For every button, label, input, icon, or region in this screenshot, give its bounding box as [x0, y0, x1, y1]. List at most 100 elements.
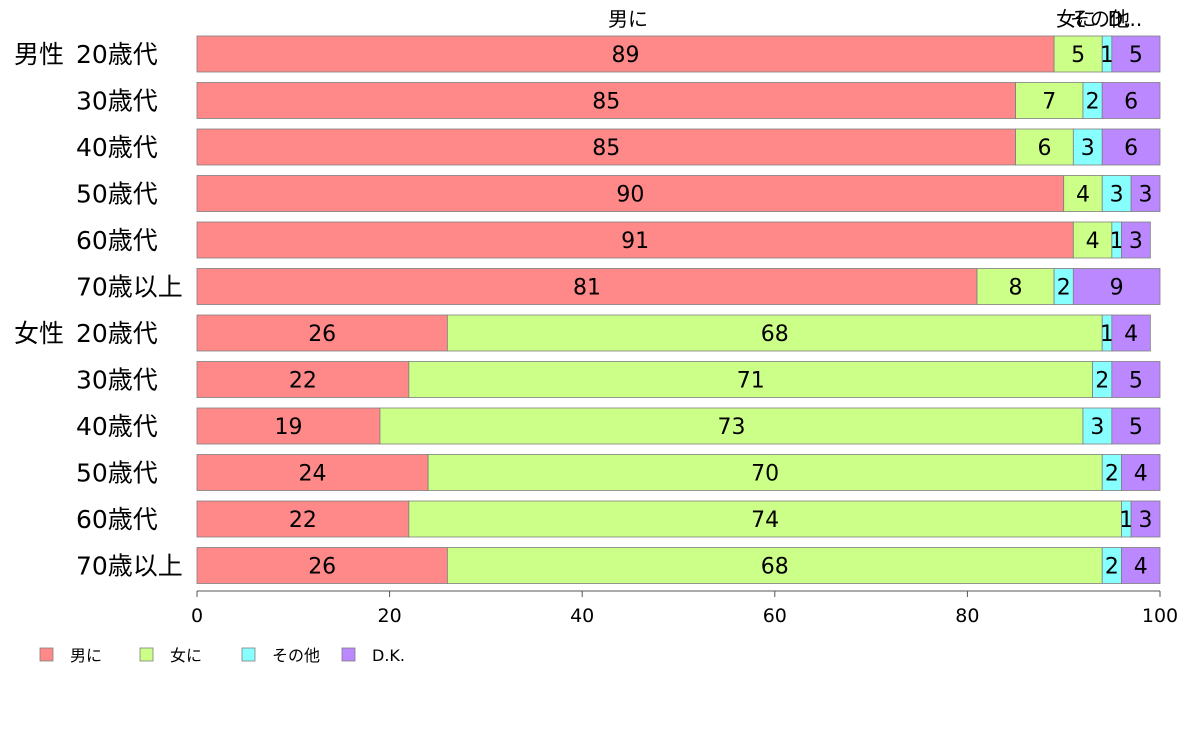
data-label: 1	[1110, 229, 1124, 254]
bar-segment	[1101, 128, 1161, 166]
data-label: 2	[1105, 555, 1119, 580]
data-label: 6	[1124, 90, 1138, 115]
bar-segment	[1111, 35, 1161, 73]
data-label: 1	[1100, 322, 1114, 347]
data-label: 24	[299, 462, 327, 487]
legend-label: その他	[272, 646, 320, 665]
bar-segment	[196, 407, 381, 445]
category-label: 20歳代	[76, 319, 158, 348]
data-label: 3	[1081, 136, 1095, 161]
bar-segment	[196, 314, 448, 352]
data-label: 73	[717, 415, 745, 440]
data-label: 71	[737, 369, 765, 394]
legend-swatch	[139, 647, 154, 662]
data-label: 5	[1129, 43, 1143, 68]
category-label: 30歳代	[76, 366, 158, 395]
data-label: 22	[289, 369, 317, 394]
legend-label: 女に	[170, 646, 202, 665]
data-label: 3	[1090, 415, 1104, 440]
bar-segment	[1121, 221, 1151, 259]
bar-segment	[1015, 128, 1074, 166]
bar-segment	[408, 361, 1093, 398]
bar-segment	[196, 500, 410, 538]
category-label: 60歳代	[76, 505, 158, 534]
data-label: 85	[592, 90, 620, 115]
bar-segment	[196, 175, 1065, 212]
data-label: 7	[1042, 90, 1056, 115]
data-label: 4	[1086, 229, 1100, 254]
data-label: 2	[1105, 462, 1119, 487]
bar-segment	[408, 500, 1122, 538]
data-label: 2	[1086, 90, 1100, 115]
category-label: 50歳代	[76, 180, 158, 209]
bar-segment	[1082, 407, 1113, 445]
data-label: 68	[761, 322, 789, 347]
category-label: 40歳代	[76, 412, 158, 441]
bars: 89 5 1 585 7 2 685 6 3 690 4 3 391 4 1 381 8 2 926 68 1 422 71…	[196, 35, 1161, 584]
data-label: 22	[289, 508, 317, 533]
data-label: 4	[1124, 322, 1138, 347]
data-label: 2	[1057, 276, 1071, 301]
category-label: 20歳代	[76, 40, 158, 69]
bar-segment	[196, 268, 978, 305]
bar-segment	[1101, 175, 1132, 212]
x-tick-label: 100	[1142, 605, 1178, 627]
bar-segment	[976, 268, 1055, 305]
bar-segment	[1111, 314, 1151, 352]
data-label: 6	[1037, 136, 1051, 161]
top-series-label: D...	[1108, 7, 1142, 31]
x-tick-label: 20	[378, 605, 402, 627]
x-tick-label: 80	[955, 605, 979, 627]
bar-segment	[1063, 175, 1103, 212]
data-label: 19	[274, 415, 302, 440]
category-label: 70歳以上	[76, 273, 183, 302]
x-axis: 0 20 40 60 80 100	[191, 590, 1178, 627]
data-label: 26	[308, 555, 336, 580]
bar-segment	[196, 547, 448, 584]
category-group-label: 男性	[14, 40, 64, 69]
data-label: 1	[1100, 43, 1114, 68]
category-label: 70歳以上	[76, 552, 183, 581]
data-label: 3	[1139, 183, 1153, 208]
top-series-label: その他	[1070, 7, 1130, 31]
x-tick-label: 0	[191, 605, 203, 627]
bar-segment	[1101, 82, 1161, 119]
data-label: 3	[1129, 229, 1143, 254]
bar-segment	[196, 82, 1016, 119]
bar-segment	[1072, 221, 1113, 259]
bar-segment	[196, 361, 410, 398]
data-label: 6	[1124, 136, 1138, 161]
data-label: 70	[751, 462, 779, 487]
category-label: 40歳代	[76, 133, 158, 162]
data-label: 5	[1129, 415, 1143, 440]
bar-segment	[1015, 82, 1084, 119]
bar-segment	[196, 35, 1055, 73]
legend-label: 男に	[70, 646, 102, 665]
bar-segment	[1121, 454, 1161, 491]
category-label: 60歳代	[76, 226, 158, 255]
legend-label: D.K.	[372, 646, 405, 665]
data-label: 2	[1095, 369, 1109, 394]
bar-segment	[1130, 175, 1161, 212]
x-tick-label: 60	[763, 605, 787, 627]
legend: 男に 女に その他 D.K.	[39, 646, 405, 665]
data-label: 3	[1139, 508, 1153, 533]
data-label: 4	[1134, 555, 1148, 580]
bar-segment	[1111, 361, 1161, 398]
data-label: 5	[1071, 43, 1085, 68]
data-label: 5	[1129, 369, 1143, 394]
data-label: 8	[1009, 276, 1023, 301]
data-label: 74	[751, 508, 779, 533]
bar-segment	[446, 314, 1103, 352]
top-series-label: 女に	[1056, 7, 1096, 31]
bar-segment	[1130, 500, 1161, 538]
data-label: 85	[592, 136, 620, 161]
data-label: 9	[1110, 276, 1124, 301]
data-label: 26	[308, 322, 336, 347]
data-label: 90	[616, 183, 644, 208]
bar-segment	[379, 407, 1084, 445]
data-label: 89	[612, 43, 640, 68]
data-label: 68	[761, 555, 789, 580]
